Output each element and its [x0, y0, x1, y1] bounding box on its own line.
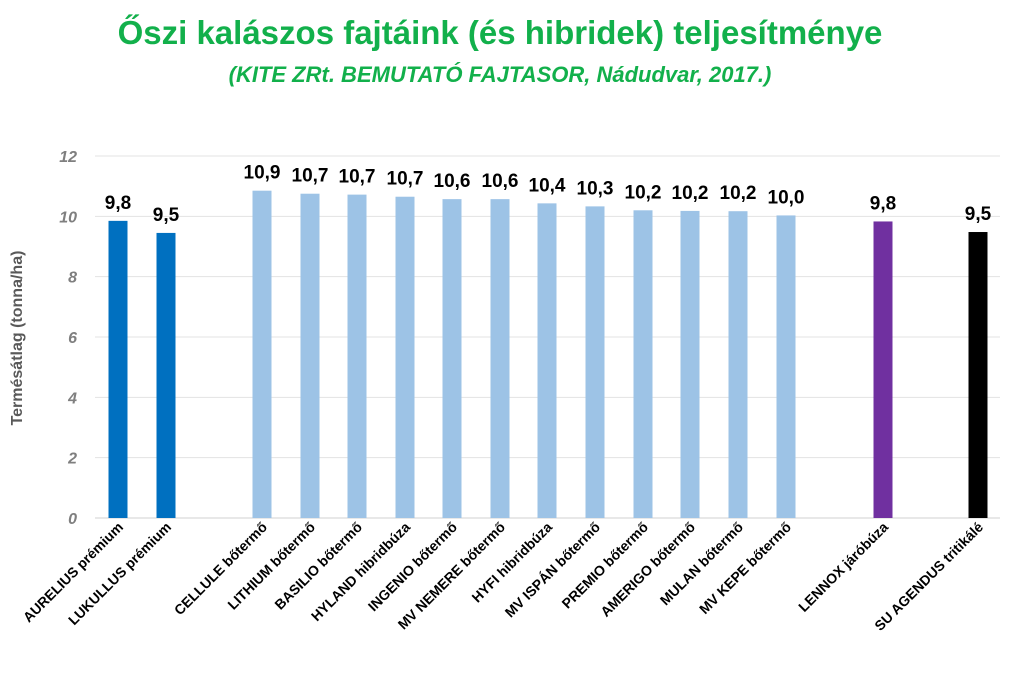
data-label: 9,8 — [870, 193, 896, 214]
data-label: 10,7 — [387, 169, 424, 190]
data-label: 10,6 — [482, 171, 519, 192]
data-label: 10,4 — [529, 175, 566, 196]
y-tick-label: 8 — [68, 270, 77, 287]
data-label: 10,7 — [339, 167, 376, 188]
bar — [968, 232, 988, 518]
bar — [633, 210, 653, 519]
data-label: 10,0 — [768, 187, 805, 208]
x-tick-label: PREMIO bőtermő — [558, 519, 651, 612]
data-label: 10,9 — [244, 163, 281, 184]
bar — [490, 199, 510, 518]
y-tick-label: 2 — [67, 451, 77, 468]
bar — [395, 196, 415, 518]
bar — [776, 215, 796, 518]
data-label: 9,5 — [965, 204, 992, 225]
x-tick-label: MULAN bőtermő — [657, 519, 746, 608]
bar — [300, 193, 320, 519]
data-label: 9,5 — [153, 205, 180, 226]
data-label: 9,8 — [105, 193, 131, 214]
y-tick-label: 0 — [68, 511, 77, 528]
y-axis-ticks: 0 2 4 6 8 10 12 — [59, 149, 77, 528]
x-tick-label: INGENIO bőtermő — [365, 519, 460, 614]
bar — [252, 190, 272, 519]
chart-subtitle: (KITE ZRt. BEMUTATÓ FAJTASOR, Nádudvar, … — [228, 62, 772, 87]
bar — [585, 206, 605, 518]
bars — [108, 190, 988, 519]
y-tick-label: 12 — [59, 149, 77, 166]
data-label: 10,3 — [577, 178, 614, 199]
x-tick-label: LITHIUM bőtermő — [224, 519, 318, 613]
y-axis-label: Termésátlag (tonna/ha) — [9, 251, 26, 426]
x-tick-label: HYFI hibridbúza — [468, 519, 555, 606]
y-tick-label: 6 — [68, 330, 77, 347]
data-label: 10,7 — [292, 166, 329, 187]
bar — [156, 232, 176, 519]
y-tick-label: 4 — [67, 390, 77, 407]
bar — [680, 210, 700, 519]
bar — [873, 221, 893, 518]
bar — [728, 211, 748, 518]
data-label: 10,6 — [434, 171, 471, 192]
x-tick-label: SU AGENDUS tritikálé — [871, 519, 986, 634]
bar — [442, 199, 462, 518]
bar — [108, 220, 128, 518]
x-tick-label: BASILIO bőtermő — [271, 519, 365, 613]
x-tick-label: MV KEPE bőtermő — [696, 519, 794, 617]
bar — [347, 194, 367, 518]
data-label: 10,2 — [720, 183, 757, 204]
x-tick-label: LENNOX járóbúza — [795, 519, 891, 615]
data-labels: 9,8 9,5 10,9 10,7 10,7 10,7 10,6 10,6 10,4 10,3 10… — [105, 163, 992, 226]
data-label: 10,2 — [625, 182, 662, 203]
data-label: 10,2 — [672, 183, 709, 204]
chart-title: Őszi kalászos fajtáink (és hibridek) tel… — [117, 14, 883, 51]
x-tick-label: CELLULE bőtermő — [171, 519, 270, 618]
bar — [537, 203, 557, 518]
y-tick-label: 10 — [59, 209, 77, 226]
